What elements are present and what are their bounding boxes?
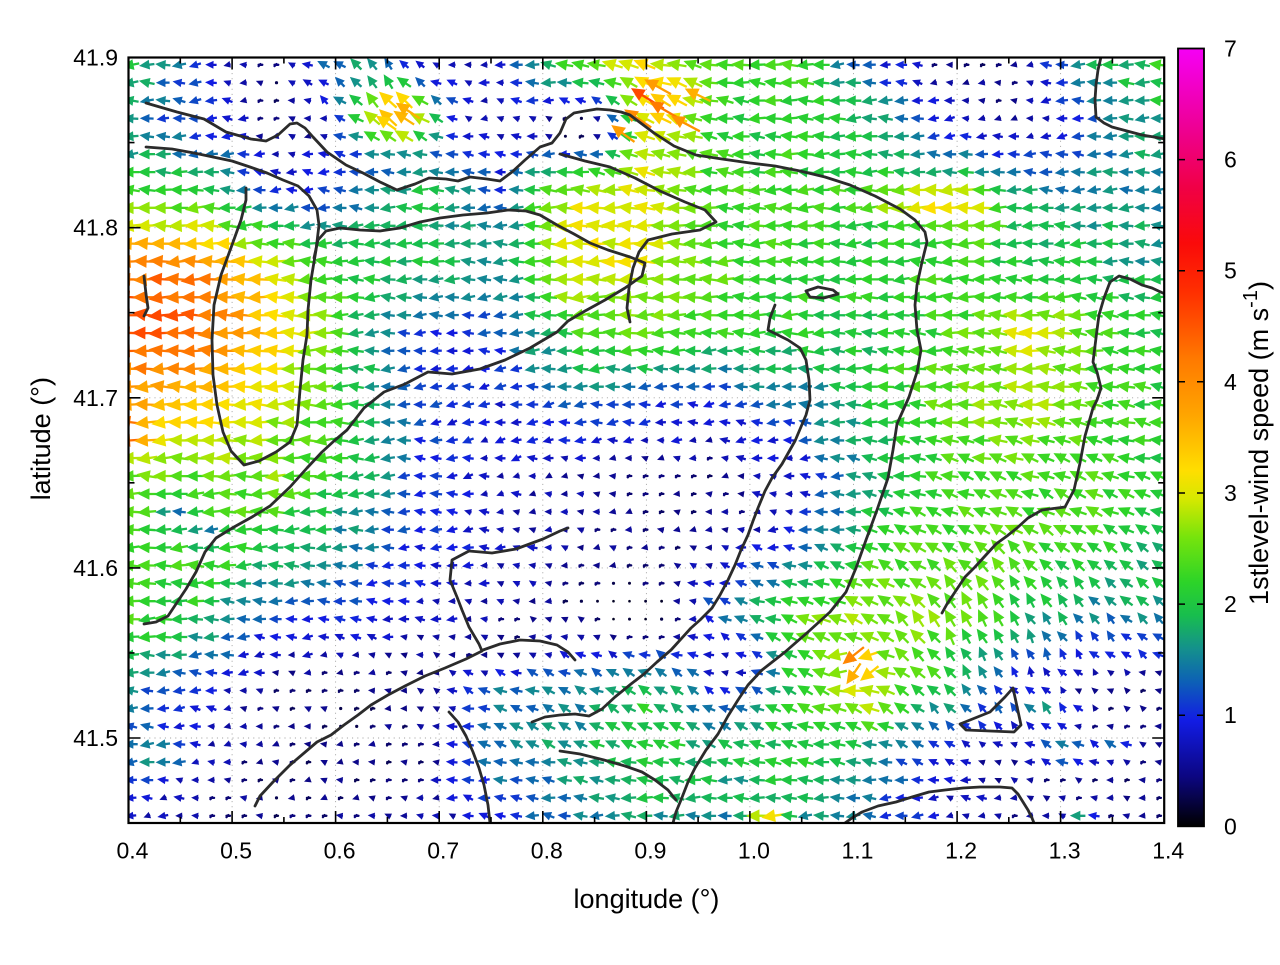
svg-text:0.4: 0.4	[117, 838, 149, 864]
svg-text:41.9: 41.9	[73, 45, 118, 71]
svg-text:4: 4	[1224, 369, 1237, 395]
svg-text:41.8: 41.8	[73, 215, 118, 241]
svg-text:1.1: 1.1	[842, 838, 874, 864]
svg-text:41.7: 41.7	[73, 385, 118, 411]
svg-text:0: 0	[1224, 813, 1237, 839]
svg-text:41.5: 41.5	[73, 725, 118, 751]
svg-text:0.8: 0.8	[531, 838, 563, 864]
svg-text:3: 3	[1224, 480, 1237, 506]
svg-text:1.2: 1.2	[945, 838, 977, 864]
svg-text:0.5: 0.5	[220, 838, 252, 864]
svg-text:7: 7	[1224, 36, 1237, 62]
svg-text:latitude (°): latitude (°)	[26, 377, 56, 500]
svg-text:0.7: 0.7	[427, 838, 459, 864]
svg-text:0.6: 0.6	[324, 838, 356, 864]
svg-text:1.4: 1.4	[1152, 838, 1184, 864]
svg-text:2: 2	[1224, 591, 1237, 617]
svg-text:6: 6	[1224, 147, 1237, 173]
svg-text:1: 1	[1224, 702, 1237, 728]
svg-text:1.0: 1.0	[738, 838, 770, 864]
svg-text:1.3: 1.3	[1049, 838, 1081, 864]
svg-text:1stlevel-wind speed (m s-1): 1stlevel-wind speed (m s-1)	[1240, 281, 1274, 605]
svg-text:longitude (°): longitude (°)	[574, 884, 720, 914]
svg-text:41.6: 41.6	[73, 555, 118, 581]
svg-text:5: 5	[1224, 258, 1237, 284]
svg-text:0.9: 0.9	[634, 838, 666, 864]
